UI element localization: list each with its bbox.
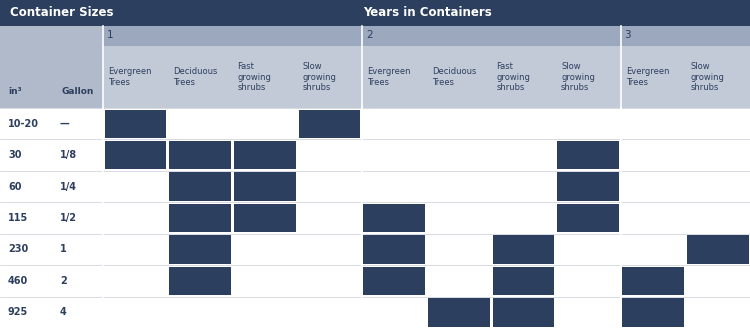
Text: Slow
growing
shrubs: Slow growing shrubs <box>691 62 724 92</box>
Text: Evergreen
Trees: Evergreen Trees <box>367 67 410 87</box>
Bar <box>493 267 554 295</box>
Bar <box>0 26 103 108</box>
Text: 925: 925 <box>8 307 28 317</box>
Text: 460: 460 <box>8 276 28 286</box>
Bar <box>0 171 750 202</box>
Bar <box>170 204 231 232</box>
Bar <box>493 298 554 326</box>
Text: Evergreen
Trees: Evergreen Trees <box>108 67 152 87</box>
Text: Fast
growing
shrubs: Fast growing shrubs <box>238 62 272 92</box>
Bar <box>0 202 750 234</box>
Bar <box>0 0 750 26</box>
Bar <box>620 26 750 46</box>
Bar <box>298 110 360 138</box>
Bar <box>103 46 362 108</box>
Bar <box>170 267 231 295</box>
Bar <box>687 235 748 264</box>
Text: 2: 2 <box>366 30 373 40</box>
Text: 4: 4 <box>60 307 67 317</box>
Bar <box>103 26 362 46</box>
Bar <box>170 172 231 201</box>
Bar <box>362 46 620 108</box>
Text: Slow
growing
shrubs: Slow growing shrubs <box>561 62 595 92</box>
Bar <box>0 139 750 171</box>
Text: 2: 2 <box>60 276 67 286</box>
Text: Slow
growing
shrubs: Slow growing shrubs <box>302 62 336 92</box>
Text: 60: 60 <box>8 182 22 192</box>
Bar <box>234 204 296 232</box>
Text: Fast
growing
shrubs: Fast growing shrubs <box>496 62 530 92</box>
Bar <box>363 267 425 295</box>
Text: 3: 3 <box>625 30 632 40</box>
Bar <box>170 235 231 264</box>
Text: 1: 1 <box>60 244 67 255</box>
Bar <box>0 297 750 328</box>
Bar <box>234 141 296 169</box>
Text: Years in Containers: Years in Containers <box>363 7 492 19</box>
Bar <box>362 26 620 46</box>
Bar <box>557 172 619 201</box>
Text: 1/8: 1/8 <box>60 150 77 160</box>
Bar <box>622 267 684 295</box>
Text: 1: 1 <box>107 30 114 40</box>
Bar <box>363 204 425 232</box>
Text: Container Sizes: Container Sizes <box>10 7 113 19</box>
Bar <box>557 141 619 169</box>
Text: 30: 30 <box>8 150 22 160</box>
Bar <box>0 108 750 139</box>
Bar <box>363 235 425 264</box>
Bar <box>620 46 750 108</box>
Bar <box>428 298 490 326</box>
Text: in³: in³ <box>8 87 22 96</box>
Text: Deciduous
Trees: Deciduous Trees <box>432 67 476 87</box>
Text: —: — <box>60 119 70 129</box>
Text: 1/2: 1/2 <box>60 213 77 223</box>
Bar <box>557 204 619 232</box>
Text: 1/4: 1/4 <box>60 182 77 192</box>
Bar <box>104 141 166 169</box>
Text: Evergreen
Trees: Evergreen Trees <box>626 67 669 87</box>
Text: 10-20: 10-20 <box>8 119 39 129</box>
Text: Gallon: Gallon <box>61 87 93 96</box>
Text: 230: 230 <box>8 244 28 255</box>
Bar <box>104 110 166 138</box>
Bar <box>493 235 554 264</box>
Bar <box>0 234 750 265</box>
Text: Deciduous
Trees: Deciduous Trees <box>173 67 217 87</box>
Bar <box>234 172 296 201</box>
Text: 115: 115 <box>8 213 28 223</box>
Bar <box>170 141 231 169</box>
Bar <box>622 298 684 326</box>
Bar <box>0 265 750 297</box>
